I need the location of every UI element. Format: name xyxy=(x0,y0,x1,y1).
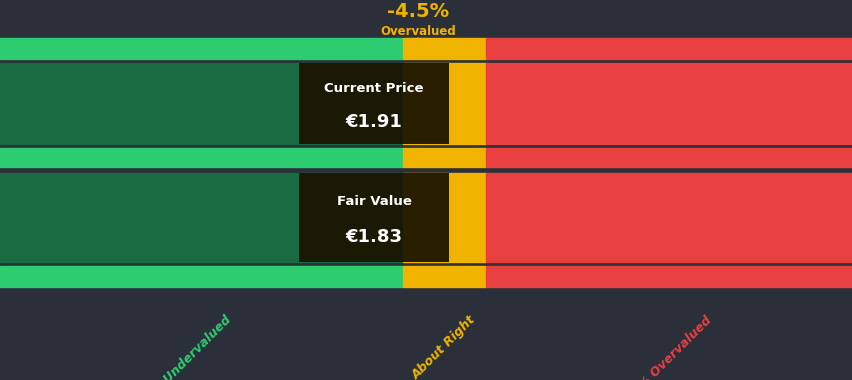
Bar xyxy=(402,63,486,144)
Bar xyxy=(486,63,852,144)
Bar xyxy=(486,266,852,287)
Text: Fair Value: Fair Value xyxy=(337,195,411,208)
Text: 20% Overvalued: 20% Overvalued xyxy=(624,314,714,380)
Bar xyxy=(299,173,448,262)
Text: Current Price: Current Price xyxy=(324,82,423,95)
Bar xyxy=(486,173,852,262)
Bar xyxy=(0,266,402,287)
Bar xyxy=(486,38,852,59)
Bar xyxy=(0,148,402,167)
Bar xyxy=(486,148,852,167)
Bar xyxy=(0,173,402,262)
Text: €1.91: €1.91 xyxy=(345,112,402,130)
Bar xyxy=(402,148,486,167)
Text: About Right: About Right xyxy=(410,314,478,380)
Bar xyxy=(299,63,448,144)
Bar xyxy=(402,266,486,287)
Bar xyxy=(0,38,402,59)
Bar xyxy=(402,38,486,59)
Text: -4.5%: -4.5% xyxy=(387,2,448,21)
Bar xyxy=(402,173,486,262)
Text: Overvalued: Overvalued xyxy=(380,25,455,38)
Bar xyxy=(0,63,402,144)
Text: 20% Undervalued: 20% Undervalued xyxy=(136,314,233,380)
Text: €1.83: €1.83 xyxy=(345,228,402,246)
